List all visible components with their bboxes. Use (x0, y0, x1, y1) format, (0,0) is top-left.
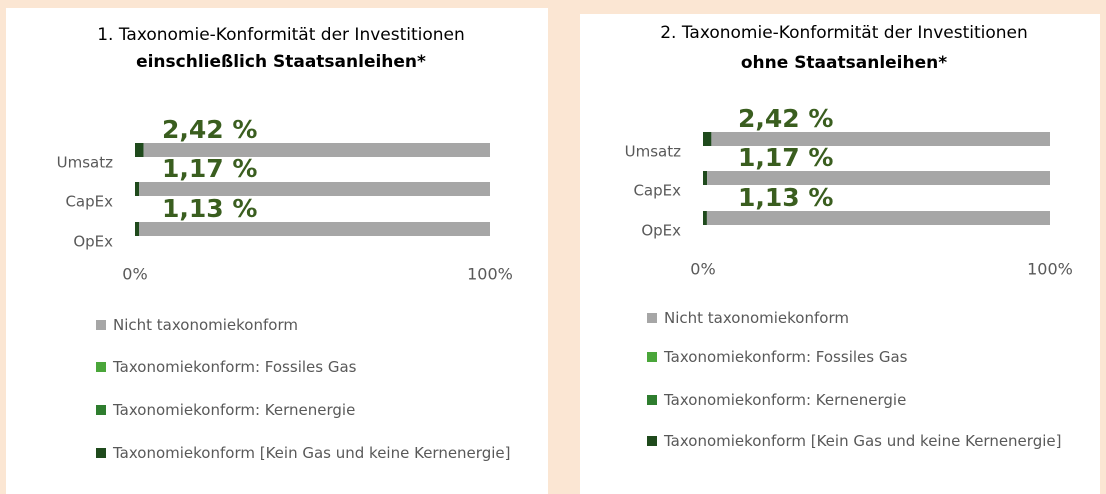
legend-label: Taxonomiekonform [Kein Gas und keine Ker… (113, 444, 511, 462)
bar-segment (703, 171, 708, 185)
legend-label: Taxonomiekonform [Kein Gas und keine Ker… (664, 432, 1062, 450)
chart-panel: 1. Taxonomie-Konformität der Investition… (6, 8, 548, 494)
legend-swatch (96, 405, 106, 415)
bar-segment (139, 182, 490, 196)
legend-swatch (96, 448, 106, 458)
value-label: 2,42 % (162, 115, 257, 144)
bar-segment (135, 143, 144, 157)
chart-title: 1. Taxonomie-Konformität der Investition… (97, 25, 465, 45)
chart: 1. Taxonomie-Konformität der Investition… (57, 25, 513, 284)
y-tick-label: OpEx (73, 233, 113, 251)
value-label: 1,13 % (738, 183, 833, 212)
chart-title: 2. Taxonomie-Konformität der Investition… (660, 23, 1028, 43)
legend-swatch (96, 362, 106, 372)
value-label: 1,17 % (738, 143, 833, 172)
bar-segment (711, 132, 1050, 146)
legend-swatch (647, 436, 657, 446)
bar-segment (703, 211, 707, 225)
bar-segment (703, 132, 712, 146)
value-label: 1,17 % (162, 154, 257, 183)
chart: 2. Taxonomie-Konformität der Investition… (625, 23, 1073, 279)
bar-segment (707, 171, 1050, 185)
value-label: 1,13 % (162, 194, 257, 223)
legend-swatch (647, 313, 657, 323)
bar-segment (135, 182, 140, 196)
bar-segment (139, 222, 490, 236)
legend-label: Taxonomiekonform: Fossiles Gas (664, 348, 908, 366)
x-tick-label: 0% (122, 265, 147, 284)
legend-swatch (96, 320, 106, 330)
bar-segment (135, 222, 140, 236)
y-tick-label: CapEx (633, 182, 681, 200)
chart-subtitle: ohne Staatsanleihen* (741, 53, 947, 73)
legend-label: Nicht taxonomiekonform (664, 309, 849, 327)
x-tick-label: 0% (690, 260, 715, 279)
legend-label: Taxonomiekonform: Kernenergie (664, 391, 907, 409)
x-tick-label: 100% (467, 265, 513, 284)
legend-label: Nicht taxonomiekonform (113, 316, 298, 334)
y-tick-label: OpEx (641, 222, 681, 240)
legend-label: Taxonomiekonform: Fossiles Gas (113, 358, 357, 376)
chart-subtitle: einschließlich Staatsanleihen* (136, 52, 426, 72)
y-tick-label: Umsatz (57, 154, 113, 172)
chart-panel: 2. Taxonomie-Konformität der Investition… (580, 14, 1100, 494)
bar-segment (143, 143, 490, 157)
value-label: 2,42 % (738, 104, 833, 133)
y-tick-label: Umsatz (625, 143, 681, 161)
x-tick-label: 100% (1027, 260, 1073, 279)
legend-swatch (647, 352, 657, 362)
y-tick-label: CapEx (65, 193, 113, 211)
legend-swatch (647, 395, 657, 405)
legend-label: Taxonomiekonform: Kernenergie (113, 401, 356, 419)
bar-segment (706, 211, 1050, 225)
